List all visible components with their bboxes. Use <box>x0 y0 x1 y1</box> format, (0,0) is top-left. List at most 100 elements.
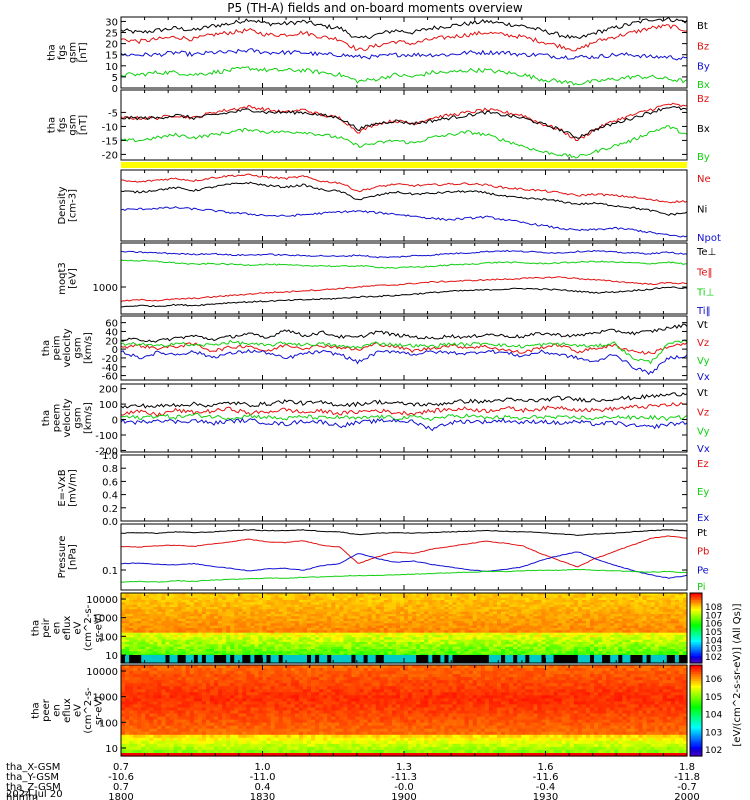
heatmap-cell <box>391 614 397 617</box>
heatmap-cell <box>505 635 510 638</box>
heatmap-cell <box>444 597 449 601</box>
heatmap-cell <box>201 651 207 655</box>
heatmap-cell <box>581 611 587 615</box>
heatmap-cell <box>121 607 126 610</box>
heatmap-cell <box>189 611 195 615</box>
heatmap-cell <box>456 623 462 627</box>
heatmap-cell <box>327 632 332 636</box>
legend-label-ey: Ey <box>697 487 709 498</box>
heatmap-cell <box>319 618 324 622</box>
heatmap-cell <box>585 637 591 641</box>
heatmap-cell <box>472 628 478 631</box>
heatmap-cell <box>270 616 276 620</box>
heatmap-cell <box>351 609 356 613</box>
heatmap-cell <box>404 597 409 601</box>
heatmap-cell <box>193 595 199 599</box>
heatmap-cell <box>525 655 530 663</box>
heatmap-cell <box>193 642 199 645</box>
heatmap-cell <box>436 597 441 601</box>
heatmap-cell <box>290 625 296 629</box>
heatmap-cell <box>678 623 684 627</box>
heatmap-cell <box>521 628 526 631</box>
heatmap-cell <box>351 604 356 608</box>
heatmap-cell <box>488 602 494 606</box>
heatmap-cell <box>270 649 276 652</box>
heatmap-cell <box>254 646 259 650</box>
heatmap-cell <box>133 597 138 601</box>
heatmap-cell <box>177 646 183 650</box>
heatmap-cell <box>464 611 470 615</box>
heatmap-cell <box>444 614 449 617</box>
legend-label-bt: Bt <box>697 21 708 32</box>
heatmap-cell <box>456 604 462 608</box>
heatmap-cell <box>521 632 526 636</box>
heatmap-cell <box>197 655 203 663</box>
heatmap-cell <box>125 621 130 624</box>
heatmap-cell <box>581 623 587 627</box>
heatmap-cell <box>189 639 195 643</box>
heatmap-cell <box>513 630 518 634</box>
heatmap-cell <box>472 649 478 652</box>
heatmap-cell <box>359 646 365 650</box>
heatmap-cell <box>133 639 138 643</box>
heatmap-cell <box>371 600 377 603</box>
heatmap-cell <box>424 649 429 652</box>
heatmap-cell <box>302 649 308 652</box>
heatmap-cell <box>630 651 635 655</box>
heatmap-cell <box>137 623 142 627</box>
heatmap-cell <box>646 639 652 643</box>
heatmap-cell <box>646 646 652 650</box>
heatmap-cell <box>149 644 154 648</box>
heatmap-cell <box>379 635 385 638</box>
heatmap-cell <box>363 616 369 620</box>
heatmap-cell <box>468 644 474 648</box>
heatmap-cell <box>242 600 247 603</box>
heatmap-cell <box>492 607 498 610</box>
heatmap-cell <box>440 611 445 615</box>
heatmap-cell <box>472 635 478 638</box>
heatmap-cell <box>561 614 567 617</box>
heatmap-cell <box>412 616 417 620</box>
heatmap-cell <box>573 623 579 627</box>
heatmap-cell <box>638 635 644 638</box>
heatmap-cell <box>420 597 425 601</box>
heatmap-cell <box>444 600 449 603</box>
heatmap-cell <box>331 609 336 613</box>
heatmap-cell <box>335 621 340 624</box>
heatmap-cell <box>371 604 377 608</box>
heatmap-cell <box>404 623 409 627</box>
heatmap-cell <box>683 625 688 629</box>
heatmap-cell <box>214 623 219 627</box>
heatmap-cell <box>363 649 369 652</box>
heatmap-cell <box>432 614 437 617</box>
heatmap-cell <box>614 618 619 622</box>
heatmap-cell <box>456 651 462 655</box>
heatmap-cell <box>610 632 615 636</box>
heatmap-cell <box>521 593 526 596</box>
heatmap-cell <box>315 642 320 645</box>
heatmap-cell <box>565 644 571 648</box>
heatmap-cell <box>464 623 470 627</box>
heatmap-cell <box>614 628 619 631</box>
heatmap-cell <box>448 642 454 645</box>
heatmap-cell <box>565 649 571 652</box>
heatmap-cell <box>327 609 332 613</box>
heatmap-cell <box>513 607 518 610</box>
heatmap-cell <box>618 609 623 613</box>
heatmap-cell <box>226 637 231 641</box>
heatmap-cell <box>214 649 219 652</box>
heatmap-cell <box>468 637 474 641</box>
heatmap-cell <box>638 637 644 641</box>
heatmap-cell <box>521 611 526 615</box>
heatmap-cell <box>294 614 300 617</box>
heatmap-cell <box>476 595 482 599</box>
heatmap-cell <box>250 639 255 643</box>
heatmap-cell <box>472 644 478 648</box>
heatmap-cell <box>246 637 251 641</box>
y-axis-label: tha <box>46 117 57 133</box>
heatmap-cell <box>581 602 587 606</box>
heatmap-cell <box>428 604 433 608</box>
heatmap-cell <box>383 642 389 645</box>
heatmap-cell <box>400 623 405 627</box>
heatmap-cell <box>355 614 361 617</box>
